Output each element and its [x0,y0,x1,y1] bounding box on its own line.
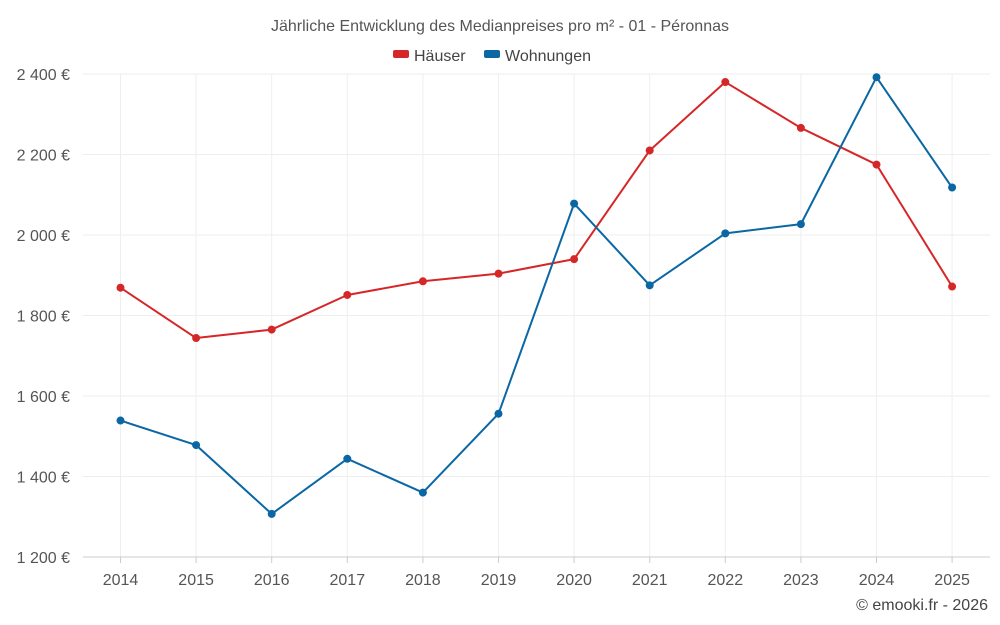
data-point-haeuser[interactable] [192,334,201,343]
data-point-haeuser[interactable] [948,282,957,291]
data-point-haeuser[interactable] [343,290,352,299]
x-tick-label: 2021 [632,572,668,589]
legend-label-haeuser: Häuser [414,48,466,65]
data-point-wohnungen[interactable] [267,509,276,518]
data-point-wohnungen[interactable] [116,416,125,425]
x-tick-label: 2015 [178,572,214,589]
data-point-haeuser[interactable] [116,283,125,292]
data-point-haeuser[interactable] [570,255,579,264]
data-point-wohnungen[interactable] [796,220,805,229]
y-tick-label: 1 800 € [17,309,70,326]
data-point-haeuser[interactable] [267,325,276,334]
data-point-haeuser[interactable] [645,146,654,155]
series-line-wohnungen [120,76,953,515]
y-tick-label: 2 000 € [17,228,70,245]
y-tick-label: 2 200 € [17,148,70,165]
x-axis: 2014 2015 2016 2017 2018 2019 2020 2021 2022 2023… [83,556,990,589]
series [116,73,957,518]
data-point-wohnungen[interactable] [570,199,579,208]
x-tick-label: 2019 [481,572,517,589]
y-tick-label: 2 400 € [17,67,70,84]
data-point-haeuser[interactable] [494,269,503,278]
x-tick-label: 2020 [556,572,592,589]
data-point-wohnungen[interactable] [948,183,957,192]
x-tick-label: 2016 [254,572,290,589]
data-point-haeuser[interactable] [796,123,805,132]
credit-text: © emooki.fr - 2026 [856,597,988,614]
x-tick-label: 2022 [708,572,744,589]
y-tick-label: 1 600 € [17,389,70,406]
x-tick-label: 2023 [783,572,819,589]
data-point-wohnungen[interactable] [872,73,881,82]
x-tick-label: 2014 [103,572,139,589]
data-point-wohnungen[interactable] [645,281,654,290]
legend-label-wohnungen: Wohnungen [505,48,591,65]
data-point-wohnungen[interactable] [418,488,427,497]
data-point-wohnungen[interactable] [721,229,730,238]
legend: Häuser Wohnungen [393,48,591,65]
legend-item-wohnungen[interactable]: Wohnungen [484,48,591,65]
y-tick-label: 1 200 € [17,550,70,567]
data-point-haeuser[interactable] [721,78,730,87]
legend-item-haeuser[interactable]: Häuser [393,48,466,65]
series-line-haeuser [119,81,953,340]
data-point-wohnungen[interactable] [192,441,201,450]
grid [83,73,990,558]
legend-swatch-haeuser [393,50,409,58]
x-tick-label: 2018 [405,572,441,589]
data-point-haeuser[interactable] [872,160,881,169]
legend-swatch-wohnungen [484,50,500,58]
data-point-wohnungen[interactable] [494,409,503,418]
x-tick-label: 2025 [934,572,970,589]
y-axis: 1 200 € 1 400 € 1 600 € 1 800 € 2 000 € 2 200… [17,67,70,567]
data-point-haeuser[interactable] [418,277,427,286]
y-tick-label: 1 400 € [17,470,70,487]
chart-title: Jährliche Entwicklung des Medianpreises … [271,18,729,35]
x-tick-label: 2017 [330,572,366,589]
x-tick-label: 2024 [859,572,895,589]
data-point-wohnungen[interactable] [343,454,352,463]
